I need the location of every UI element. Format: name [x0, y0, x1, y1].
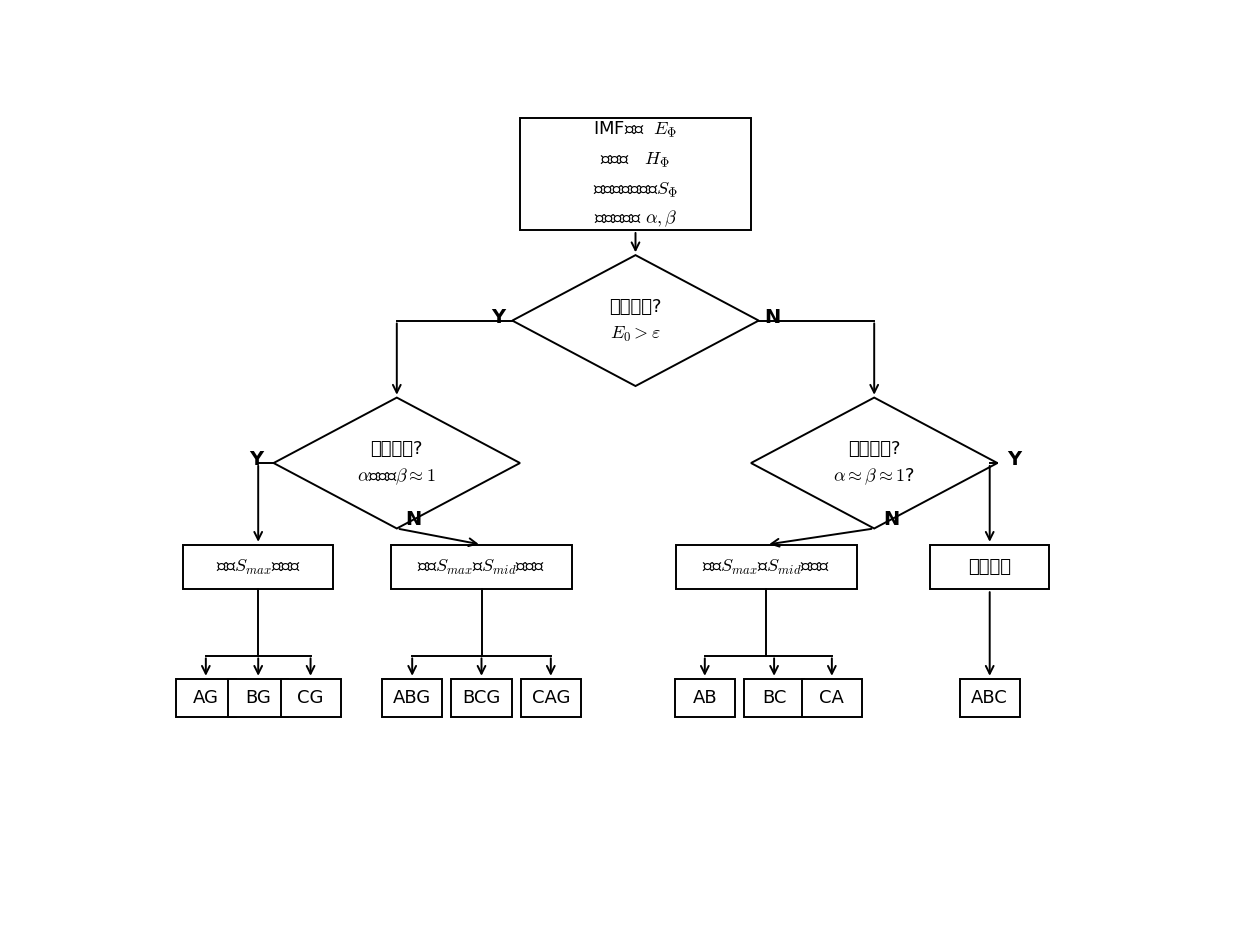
- Text: BG: BG: [246, 689, 272, 707]
- Text: 能量熵   $H_{\Phi}$: 能量熵 $H_{\Phi}$: [600, 150, 671, 169]
- Text: 输出三相: 输出三相: [968, 558, 1011, 576]
- Polygon shape: [751, 397, 997, 529]
- Bar: [521, 679, 580, 717]
- Text: BCG: BCG: [463, 689, 501, 707]
- Text: 相对能量熵因子$S_{\Phi}$: 相对能量熵因子$S_{\Phi}$: [593, 180, 678, 198]
- Bar: [675, 679, 735, 717]
- Text: IMF能量  $E_{\Phi}$: IMF能量 $E_{\Phi}$: [593, 120, 678, 139]
- Bar: [391, 545, 572, 590]
- Bar: [802, 679, 862, 717]
- Text: Y: Y: [249, 451, 264, 470]
- Text: ABG: ABG: [393, 689, 432, 707]
- Text: $E_0>\varepsilon$: $E_0>\varepsilon$: [610, 325, 661, 344]
- Bar: [184, 545, 334, 590]
- Text: 单相故障?: 单相故障?: [371, 440, 423, 458]
- Text: BC: BC: [761, 689, 786, 707]
- Text: N: N: [883, 510, 899, 529]
- Text: $\alpha\approx\beta\approx1$?: $\alpha\approx\beta\approx1$?: [833, 467, 915, 487]
- Text: 输出$S_{max}$和$S_{mid}$对应相: 输出$S_{max}$和$S_{mid}$对应相: [702, 558, 831, 577]
- Bar: [520, 118, 751, 230]
- Text: AG: AG: [193, 689, 218, 707]
- Bar: [744, 679, 804, 717]
- Text: 接地故障?: 接地故障?: [609, 298, 662, 316]
- Text: N: N: [405, 510, 422, 529]
- Text: CG: CG: [298, 689, 324, 707]
- Text: 能量熵比值 $\alpha,\beta$: 能量熵比值 $\alpha,\beta$: [594, 208, 677, 229]
- Text: Y: Y: [1007, 451, 1022, 470]
- Polygon shape: [274, 397, 520, 529]
- Bar: [280, 679, 341, 717]
- Bar: [451, 679, 512, 717]
- Bar: [960, 679, 1019, 717]
- Text: CAG: CAG: [532, 689, 570, 707]
- Text: Y: Y: [491, 308, 506, 327]
- Bar: [382, 679, 443, 717]
- Text: AB: AB: [692, 689, 717, 707]
- Bar: [930, 545, 1049, 590]
- Text: ABC: ABC: [971, 689, 1008, 707]
- Bar: [676, 545, 857, 590]
- Bar: [176, 679, 236, 717]
- Text: CA: CA: [820, 689, 844, 707]
- Text: 输出$S_{max}$对应相: 输出$S_{max}$对应相: [216, 558, 301, 577]
- Bar: [228, 679, 288, 717]
- Text: 三相故障?: 三相故障?: [848, 440, 900, 458]
- Text: $\alpha$较大，$\beta\approx1$: $\alpha$较大，$\beta\approx1$: [357, 467, 436, 487]
- Text: N: N: [764, 308, 781, 327]
- Polygon shape: [512, 255, 759, 386]
- Text: 输出$S_{max}$和$S_{mid}$对应相: 输出$S_{max}$和$S_{mid}$对应相: [418, 558, 546, 577]
